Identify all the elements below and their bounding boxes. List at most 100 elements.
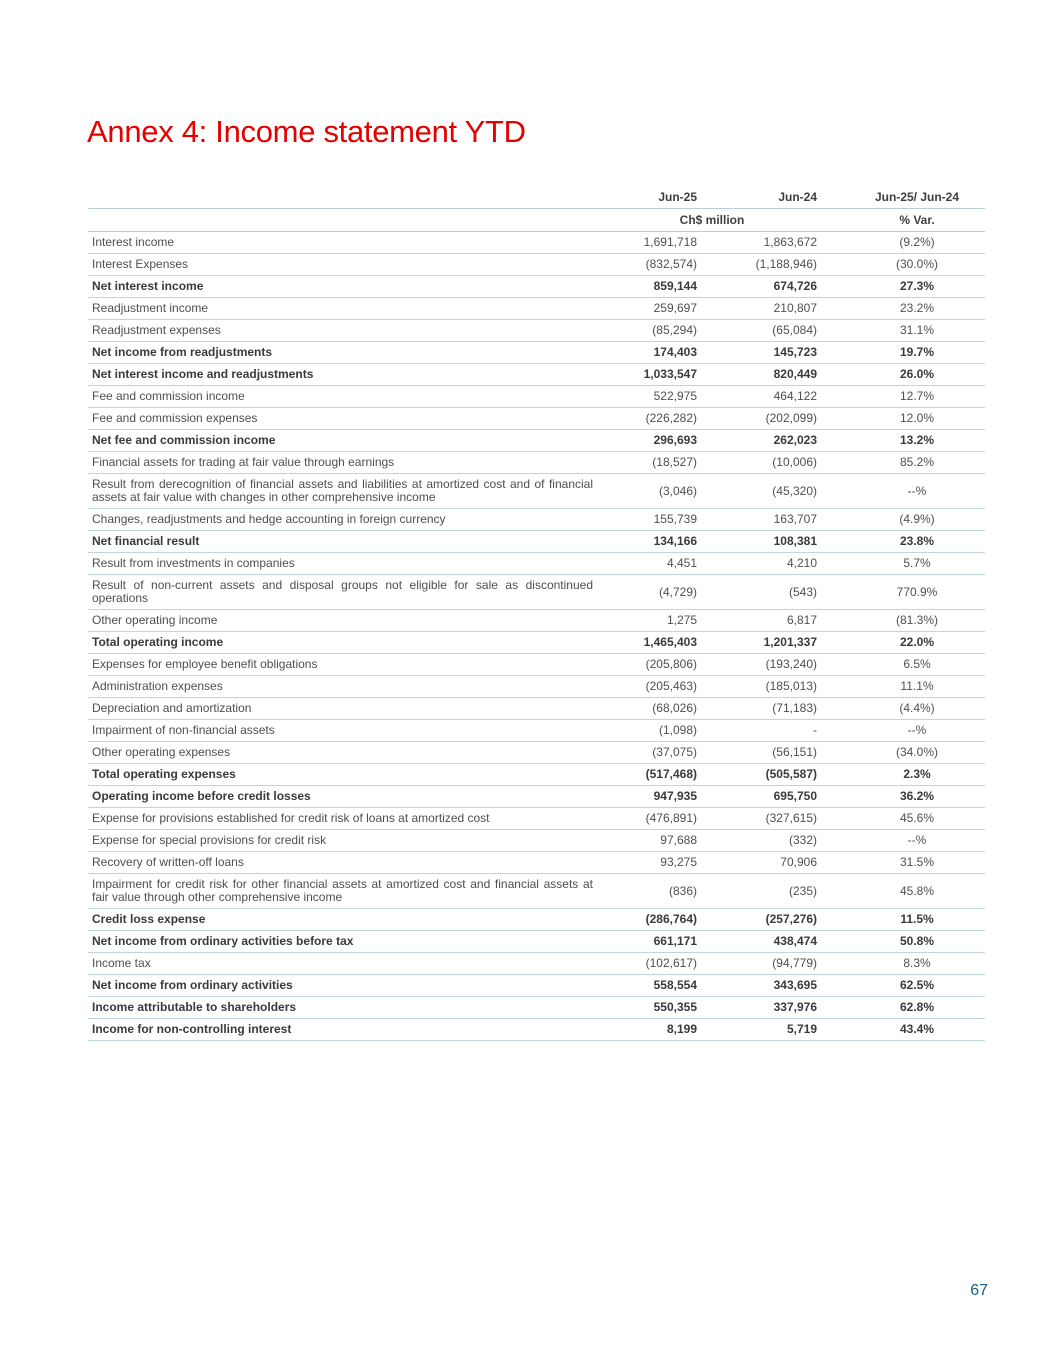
var-value: 50.8% [823, 930, 985, 953]
table-row: Net financial result 134,166 108,381 23.8% [88, 530, 985, 553]
jun25-value: (102,617) [603, 952, 703, 975]
jun25-value: (4,729) [603, 574, 703, 610]
jun25-value: 8,199 [603, 1018, 703, 1041]
jun24-value: (257,276) [703, 908, 823, 931]
row-label: Net income from ordinary activities [88, 974, 603, 997]
jun25-value: (205,463) [603, 675, 703, 698]
table-row: Administration expenses (205,463) (185,013… [88, 675, 985, 698]
table-row: Fee and commission expenses (226,282) (202… [88, 407, 985, 430]
var-value: --% [823, 719, 985, 742]
var-value: 27.3% [823, 275, 985, 298]
var-value: 12.7% [823, 385, 985, 408]
table-row: Operating income before credit losses 947… [88, 785, 985, 808]
table-row: Impairment for credit risk for other fin… [88, 873, 985, 909]
jun24-value: 674,726 [703, 275, 823, 298]
jun24-value: (10,006) [703, 451, 823, 474]
var-value: 31.1% [823, 319, 985, 342]
row-label: Net income from readjustments [88, 341, 603, 364]
jun24-value: (543) [703, 574, 823, 610]
var-value: (4.9%) [823, 508, 985, 531]
row-label: Depreciation and amortization [88, 697, 603, 720]
row-label: Income tax [88, 952, 603, 975]
page-number: 67 [970, 1282, 988, 1299]
row-label: Credit loss expense [88, 908, 603, 931]
col-header-empty [88, 186, 603, 209]
row-label: Operating income before credit losses [88, 785, 603, 808]
table-row: Changes, readjustments and hedge account… [88, 508, 985, 531]
jun25-value: (18,527) [603, 451, 703, 474]
var-value: (9.2%) [823, 231, 985, 254]
jun25-value: 93,275 [603, 851, 703, 874]
jun24-value: (235) [703, 873, 823, 909]
jun24-value: (327,615) [703, 807, 823, 830]
page-title: Annex 4: Income statement YTD [87, 114, 526, 149]
var-value: (4.4%) [823, 697, 985, 720]
jun24-value: (56,151) [703, 741, 823, 764]
jun24-value: 820,449 [703, 363, 823, 386]
jun25-value: (68,026) [603, 697, 703, 720]
var-value: 2.3% [823, 763, 985, 786]
jun24-value: 163,707 [703, 508, 823, 531]
table-row: Recovery of written-off loans 93,275 70,90… [88, 851, 985, 874]
jun24-value: (202,099) [703, 407, 823, 430]
row-label: Readjustment expenses [88, 319, 603, 342]
row-label: Net fee and commission income [88, 429, 603, 452]
var-value: 62.8% [823, 996, 985, 1019]
table-row: Net interest income 859,144 674,726 27.3% [88, 275, 985, 298]
var-value: (34.0%) [823, 741, 985, 764]
row-label: Net interest income [88, 275, 603, 298]
jun25-value: (205,806) [603, 653, 703, 676]
table-row: Other operating income 1,275 6,817 (81.3%) [88, 609, 985, 632]
jun25-value: 558,554 [603, 974, 703, 997]
var-value: 23.8% [823, 530, 985, 553]
table-row: Net fee and commission income 296,693 262,… [88, 429, 985, 452]
row-label: Impairment for credit risk for other fin… [88, 873, 603, 909]
unit-header-row: Ch$ million % Var. [88, 208, 985, 232]
jun25-value: 661,171 [603, 930, 703, 953]
table-row: Total operating income 1,465,403 1,201,337… [88, 631, 985, 654]
var-value: 11.5% [823, 908, 985, 931]
row-label: Net income from ordinary activities befo… [88, 930, 603, 953]
jun25-value: 174,403 [603, 341, 703, 364]
var-value: 62.5% [823, 974, 985, 997]
jun25-value: 1,465,403 [603, 631, 703, 654]
jun24-value: 1,863,672 [703, 231, 823, 254]
table-row: Other operating expenses (37,075) (56,151)… [88, 741, 985, 764]
jun24-value: 6,817 [703, 609, 823, 632]
var-header-label: % Var. [823, 208, 985, 232]
jun24-value: 5,719 [703, 1018, 823, 1041]
row-label: Result of non-current assets and disposa… [88, 574, 603, 610]
col-header-jun25: Jun-25 [603, 186, 703, 209]
table-row: Result from derecognition of financial a… [88, 473, 985, 509]
jun24-value: 343,695 [703, 974, 823, 997]
row-label: Expense for special provisions for credi… [88, 829, 603, 852]
table-row: Expenses for employee benefit obligation… [88, 653, 985, 676]
row-label: Expense for provisions established for c… [88, 807, 603, 830]
jun24-value: 210,807 [703, 297, 823, 320]
jun24-value: 4,210 [703, 552, 823, 575]
table-row: Net income from readjustments 174,403 145,… [88, 341, 985, 364]
row-label: Net financial result [88, 530, 603, 553]
jun25-value: 522,975 [603, 385, 703, 408]
jun24-value: 145,723 [703, 341, 823, 364]
row-label: Net interest income and readjustments [88, 363, 603, 386]
table-row: Financial assets for trading at fair val… [88, 451, 985, 474]
jun25-value: 1,275 [603, 609, 703, 632]
var-value: 13.2% [823, 429, 985, 452]
jun24-value: (65,084) [703, 319, 823, 342]
jun25-value: (286,764) [603, 908, 703, 931]
var-value: 6.5% [823, 653, 985, 676]
jun24-value: (1,188,946) [703, 253, 823, 276]
var-value: 23.2% [823, 297, 985, 320]
var-value: 26.0% [823, 363, 985, 386]
jun24-value: 108,381 [703, 530, 823, 553]
col-header-var: Jun-25/ Jun-24 [823, 186, 985, 209]
table-row: Net income from ordinary activities 558,5… [88, 974, 985, 997]
var-value: 43.4% [823, 1018, 985, 1041]
jun24-value: (193,240) [703, 653, 823, 676]
jun25-value: 259,697 [603, 297, 703, 320]
row-label: Administration expenses [88, 675, 603, 698]
table-row: Net interest income and readjustments 1,0… [88, 363, 985, 386]
row-label: Result from derecognition of financial a… [88, 473, 603, 509]
var-value: 5.7% [823, 552, 985, 575]
